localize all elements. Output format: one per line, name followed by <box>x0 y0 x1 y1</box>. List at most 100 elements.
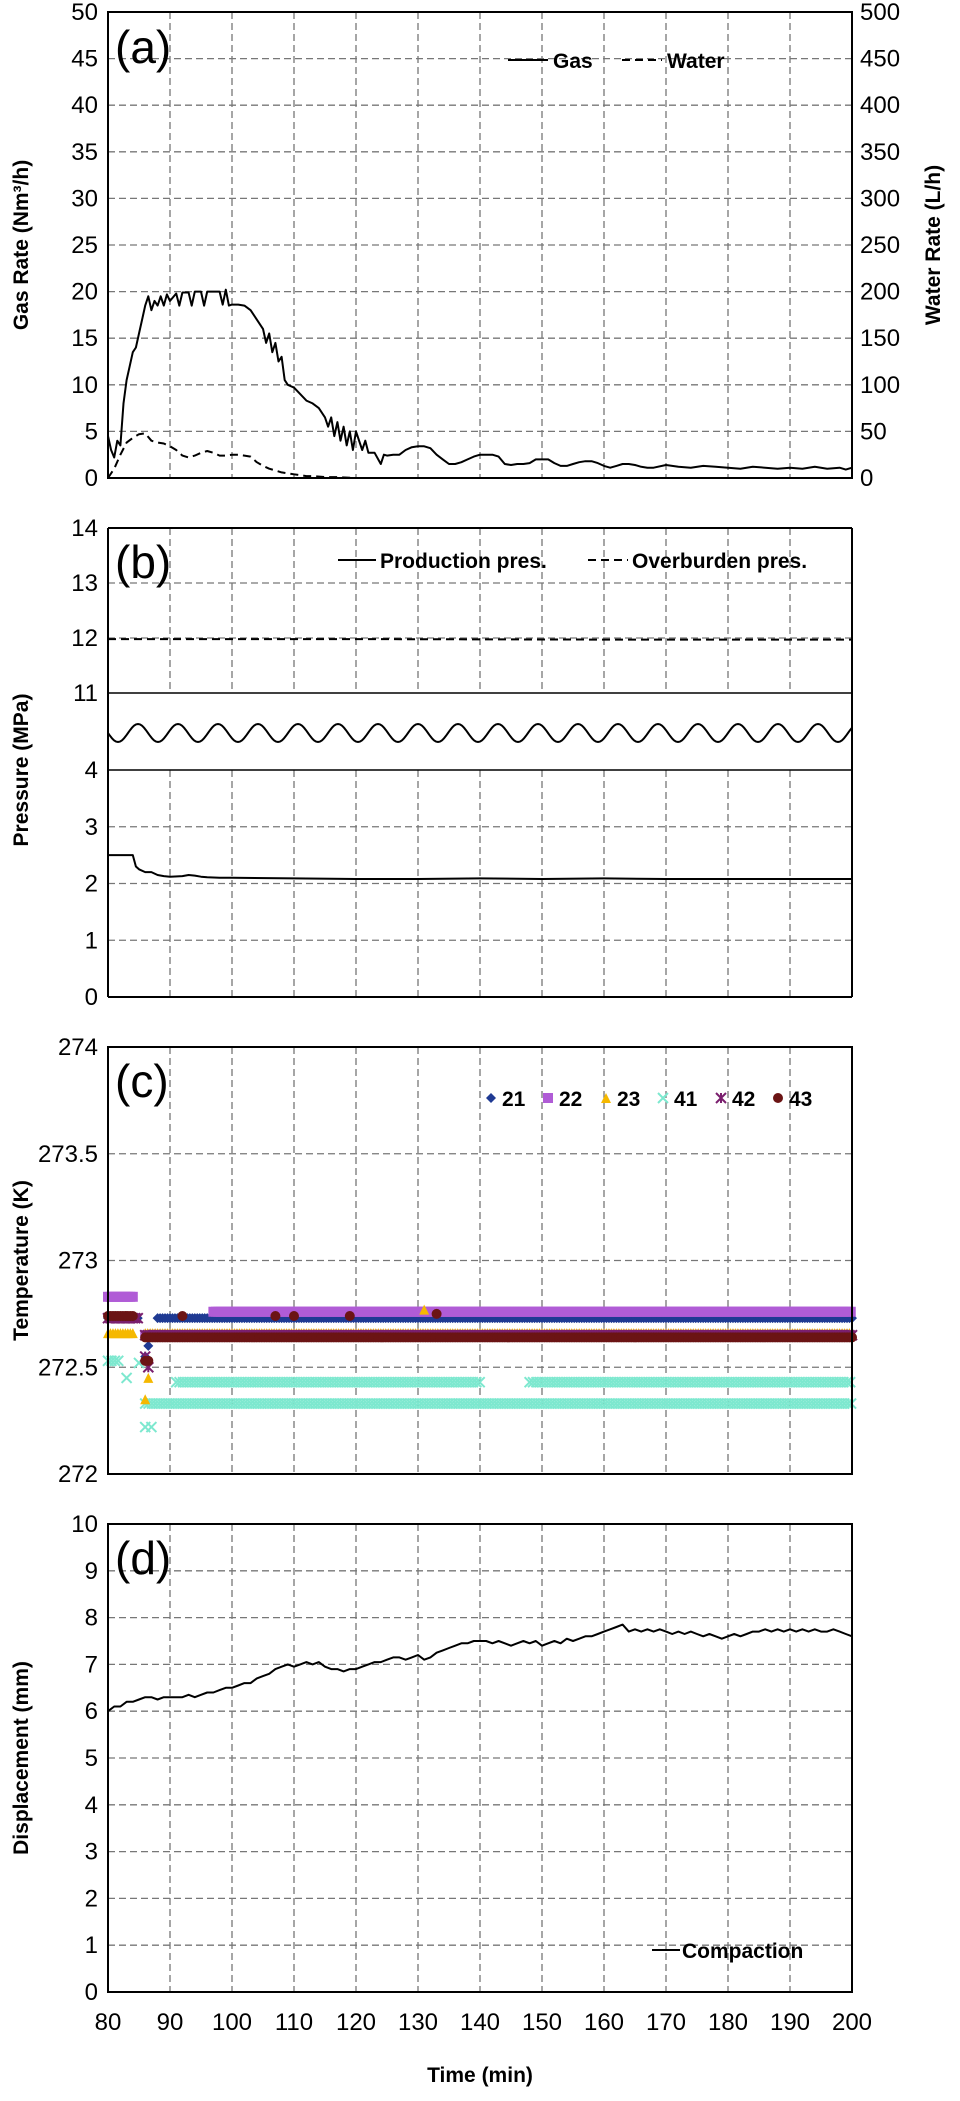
y2-tick-label: 300 <box>860 185 900 212</box>
y-tick-label: 9 <box>85 1558 98 1585</box>
marker-series-43 <box>143 1355 154 1366</box>
y-tick-label: 10 <box>71 1511 98 1538</box>
legend-label: 23 <box>617 1088 640 1111</box>
y-tick-label: 8 <box>85 1605 98 1632</box>
y2-tick-label: 450 <box>860 46 900 73</box>
y-tick-label: 6 <box>85 1698 98 1725</box>
y-axis-label: Displacement (mm) <box>10 1661 33 1855</box>
legend-marker-43 <box>773 1093 783 1103</box>
x-tick-label: 120 <box>336 2009 376 2036</box>
marker-series-41 <box>145 1421 158 1433</box>
y2-tick-label: 50 <box>860 418 887 445</box>
legend-label: Production pres. <box>380 550 547 573</box>
marker-series-41 <box>841 1376 853 1388</box>
series-line-gas <box>107 288 853 471</box>
x-tick-label: 140 <box>460 2009 500 2036</box>
y-tick-label: 40 <box>71 92 98 119</box>
y-tick-label: 0 <box>85 984 98 1011</box>
x-tick-label: 180 <box>708 2009 748 2036</box>
plot-frame <box>107 1046 853 1475</box>
series-line-compaction <box>107 1623 853 1712</box>
y2-axis-label: Water Rate (L/h) <box>922 165 945 325</box>
y2-tick-label: 200 <box>860 279 900 306</box>
y-tick-label: 273.5 <box>38 1141 98 1168</box>
x-tick-label: 190 <box>770 2009 810 2036</box>
x-tick-label: 160 <box>584 2009 624 2036</box>
legend-label: 41 <box>674 1088 698 1111</box>
x-tick-label: 100 <box>212 2009 252 2036</box>
marker-series-41 <box>844 1376 856 1388</box>
y2-tick-label: 500 <box>860 0 900 26</box>
marker-series-23 <box>140 1394 151 1405</box>
y-tick-label: 35 <box>71 139 98 166</box>
y-tick-label: 7 <box>85 1651 98 1678</box>
marker-series-43 <box>127 1311 138 1322</box>
y-tick-label: 272.5 <box>38 1354 98 1381</box>
y-tick-label: 1 <box>85 1932 98 1959</box>
x-tick-label: 200 <box>832 2009 872 2036</box>
panel-label: (c) <box>115 1055 169 1107</box>
y-tick-label: 15 <box>71 325 98 352</box>
y-tick-label: 4 <box>85 757 98 784</box>
x-tick-label: 90 <box>157 2009 184 2036</box>
y2-tick-label: 350 <box>860 139 900 166</box>
y-axis-label: Pressure (MPa) <box>10 694 33 847</box>
y-tick-label: 2 <box>85 871 98 898</box>
series-line-water <box>107 432 852 479</box>
y-tick-label: 25 <box>71 232 98 259</box>
marker-series-43 <box>270 1311 281 1322</box>
marker-series-43 <box>344 1311 355 1322</box>
x-tick-label: 130 <box>398 2009 438 2036</box>
legend-marker-21 <box>486 1093 496 1103</box>
marker-series-23 <box>419 1304 430 1315</box>
legend-label: Overburden pres. <box>632 550 807 573</box>
series-line-overburden <box>108 638 852 641</box>
y-tick-label: 30 <box>71 185 98 212</box>
y-tick-label: 0 <box>85 1979 98 2006</box>
y-tick-label: 3 <box>85 1839 98 1866</box>
axis-break-band <box>108 693 852 770</box>
panel-label: (a) <box>115 21 171 73</box>
marker-series-41 <box>473 1376 486 1388</box>
y-tick-label: 5 <box>85 1745 98 1772</box>
y-tick-label: 274 <box>58 1034 98 1061</box>
y-axis-label: Temperature (K) <box>10 1180 33 1341</box>
y2-tick-label: 100 <box>860 372 900 399</box>
legend-label: 42 <box>732 1088 755 1111</box>
x-tick-label: 170 <box>646 2009 686 2036</box>
axis-break-wave <box>107 722 853 744</box>
y-tick-label: 10 <box>71 372 98 399</box>
panel-label: (b) <box>115 536 171 588</box>
y-tick-label: 11 <box>73 680 98 707</box>
legend-marker-22 <box>543 1093 553 1103</box>
legend-label: 22 <box>559 1088 582 1111</box>
y-tick-label: 273 <box>58 1248 98 1275</box>
legend-label: 43 <box>789 1088 812 1111</box>
legend-label: 21 <box>502 1088 526 1111</box>
marker-series-41 <box>470 1376 482 1388</box>
legend-label: Compaction <box>682 1940 803 1963</box>
marker-series-22 <box>127 1291 138 1302</box>
marker-series-21 <box>143 1340 154 1351</box>
y-tick-label: 0 <box>85 465 98 492</box>
x-axis-label: Time (min) <box>427 2064 533 2087</box>
marker-series-41 <box>109 1355 121 1367</box>
series-line-production <box>108 854 852 880</box>
y-tick-label: 1 <box>85 927 98 954</box>
y2-tick-label: 150 <box>860 325 900 352</box>
plot-frame <box>107 11 853 479</box>
y-tick-label: 20 <box>71 279 98 306</box>
x-tick-label: 150 <box>522 2009 562 2036</box>
y-tick-label: 4 <box>85 1792 98 1819</box>
y-tick-label: 272 <box>58 1461 98 1488</box>
y-tick-label: 3 <box>85 814 98 841</box>
y2-tick-label: 250 <box>860 232 900 259</box>
y2-tick-label: 400 <box>860 92 900 119</box>
marker-series-23 <box>143 1372 154 1383</box>
y-tick-label: 50 <box>71 0 98 26</box>
marker-series-43 <box>177 1311 188 1322</box>
marker-series-41 <box>120 1372 133 1384</box>
legend-marker-41 <box>657 1092 669 1104</box>
marker-series-43 <box>289 1311 299 1322</box>
